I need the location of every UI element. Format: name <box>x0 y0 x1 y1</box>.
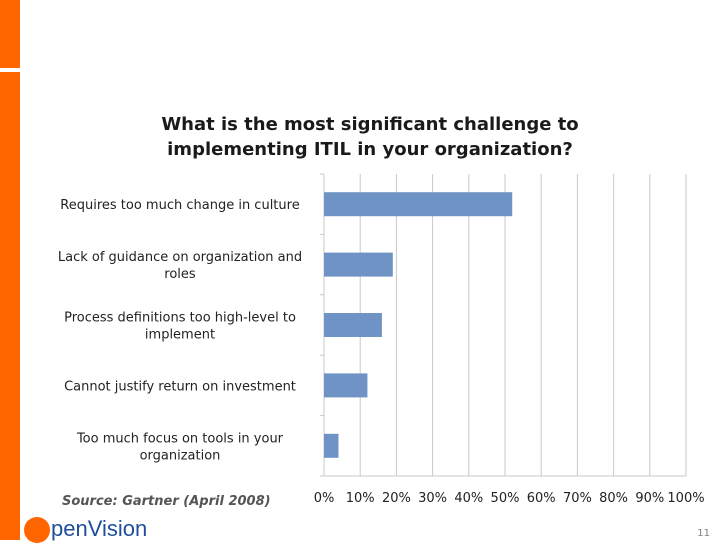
source-note: Source: Gartner (April 2008) <box>62 494 271 509</box>
category-label: Process definitions too high-level to imp… <box>64 311 296 343</box>
openvision-logo: penVision <box>20 514 200 546</box>
page-number: 11 <box>697 528 710 539</box>
logo-o-icon <box>24 517 50 543</box>
category-label: Too much focus on tools in your organizat… <box>76 431 284 463</box>
bar <box>324 192 513 217</box>
x-tick-label: 10% <box>346 491 375 506</box>
bar <box>324 313 382 337</box>
x-tick-label: 20% <box>382 491 411 506</box>
x-tick-label: 90% <box>635 491 664 506</box>
bar <box>324 373 368 398</box>
x-tick-label: 50% <box>491 491 520 506</box>
x-tick-label: 40% <box>454 491 483 506</box>
category-label: Lack of guidance on organization and role… <box>58 250 302 282</box>
x-tick-label: 70% <box>563 491 592 506</box>
x-tick-label: 80% <box>599 491 628 506</box>
bar <box>324 252 393 277</box>
chart-title: What is the most significant challenge t… <box>161 114 579 160</box>
bar <box>324 433 339 458</box>
x-tick-label: 0% <box>314 491 335 506</box>
x-tick-label: 60% <box>527 491 556 506</box>
category-label: Requires too much change in culture <box>60 198 299 213</box>
logo-text: penVision <box>51 516 148 541</box>
x-tick-label: 100% <box>667 491 704 506</box>
accent-bar-main <box>0 72 20 540</box>
category-label: Cannot justify return on investment <box>64 379 296 394</box>
accent-bar-top <box>0 0 20 68</box>
x-tick-label: 30% <box>418 491 447 506</box>
